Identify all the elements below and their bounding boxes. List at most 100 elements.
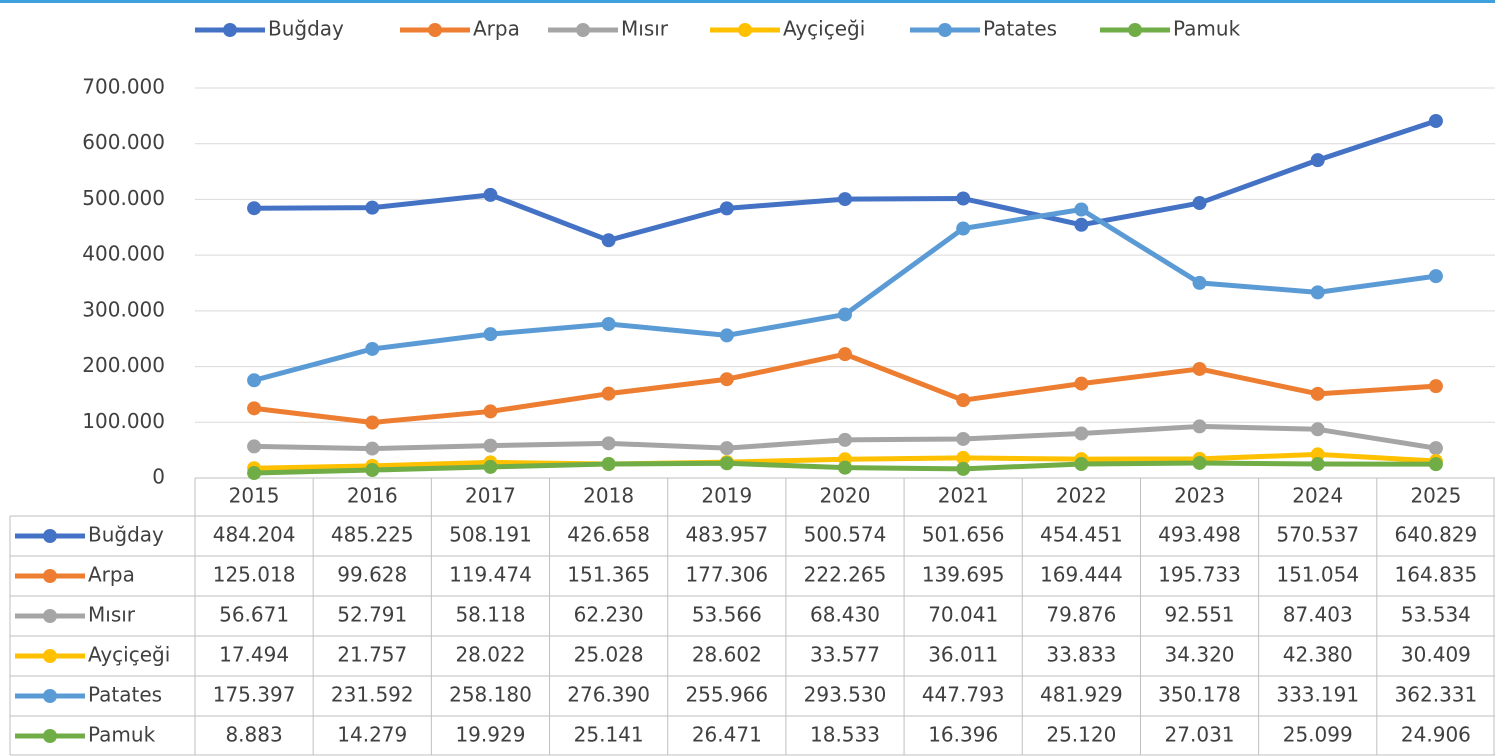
table-cell: 175.397 (213, 683, 296, 707)
x-tick-label: 2017 (465, 484, 516, 508)
table-cell: 24.906 (1401, 723, 1471, 747)
data-point (838, 460, 852, 475)
table-row-label: Pamuk (88, 723, 156, 747)
table-cell: 139.695 (922, 563, 1005, 587)
data-point (956, 191, 971, 206)
table-cell: 485.225 (331, 523, 414, 547)
table-cell: 25.120 (1046, 723, 1116, 747)
table-cell: 70.041 (928, 603, 998, 627)
table-cell: 68.430 (810, 603, 880, 627)
y-tick-label: 600.000 (82, 130, 165, 154)
table-cell: 58.118 (455, 603, 525, 627)
table-cell: 19.929 (455, 723, 525, 747)
x-tick-label: 2024 (1292, 484, 1343, 508)
data-point (956, 393, 971, 408)
table-cell: 151.054 (1276, 563, 1359, 587)
table-cell: 350.178 (1158, 683, 1241, 707)
table-cell: 426.658 (567, 523, 650, 547)
data-point (483, 187, 498, 202)
y-tick-label: 300.000 (82, 297, 165, 321)
x-tick-label: 2019 (701, 484, 752, 508)
data-point (247, 201, 262, 216)
data-point (1310, 386, 1325, 401)
y-tick-label: 200.000 (82, 353, 165, 377)
legend-label: Ayçiçeği (783, 17, 865, 41)
data-point (1074, 457, 1089, 472)
table-cell: 570.537 (1276, 523, 1359, 547)
data-point (838, 347, 852, 362)
table-cell: 362.331 (1395, 683, 1478, 707)
data-point (483, 438, 498, 453)
table-cell: 640.829 (1395, 523, 1478, 547)
table-key-marker (43, 569, 57, 583)
table-cell: 195.733 (1158, 563, 1241, 587)
table-row-label: Ayçiçeği (88, 643, 170, 667)
table-cell: 16.396 (928, 723, 998, 747)
data-point (1428, 457, 1443, 472)
table-cell: 99.628 (337, 563, 407, 587)
table-cell: 14.279 (337, 723, 407, 747)
data-point (601, 233, 616, 248)
data-point (365, 463, 380, 478)
table-key-marker (43, 689, 57, 703)
data-point (601, 317, 616, 332)
data-point (365, 441, 380, 456)
data-point (956, 221, 971, 236)
table-row-label: Patates (88, 683, 162, 707)
data-point (483, 327, 498, 342)
table-cell: 92.551 (1165, 603, 1235, 627)
table-cell: 483.957 (685, 523, 768, 547)
data-point (1074, 217, 1089, 232)
data-point (719, 456, 734, 471)
legend-key-marker (428, 23, 442, 37)
x-tick-label: 2022 (1056, 484, 1107, 508)
table-cell: 28.602 (692, 643, 762, 667)
data-point (719, 441, 734, 456)
data-point (1074, 202, 1089, 217)
table-row-label: Mısır (88, 603, 136, 627)
legend-key-marker (938, 23, 952, 37)
legend-key-marker (576, 23, 590, 37)
table-row-label: Buğday (88, 523, 164, 547)
data-point (247, 401, 262, 416)
y-tick-label: 400.000 (82, 242, 165, 266)
legend-key-marker (738, 23, 752, 37)
data-point (838, 432, 852, 447)
table-cell: 8.883 (225, 723, 282, 747)
data-point (1074, 426, 1089, 441)
table-cell: 119.474 (449, 563, 532, 587)
table-cell: 52.791 (337, 603, 407, 627)
table-cell: 27.031 (1165, 723, 1235, 747)
table-cell: 447.793 (922, 683, 1005, 707)
x-tick-label: 2016 (347, 484, 398, 508)
data-point (601, 456, 616, 471)
data-point (1428, 113, 1443, 128)
data-point (1310, 457, 1325, 472)
series-line (253, 351, 1437, 425)
data-point (601, 386, 616, 401)
table-cell: 79.876 (1046, 603, 1116, 627)
data-point (247, 439, 262, 454)
x-tick-label: 2020 (820, 484, 871, 508)
table-cell: 33.833 (1046, 643, 1116, 667)
table-cell: 293.530 (804, 683, 887, 707)
table-cell: 87.403 (1283, 603, 1353, 627)
table-key-marker (43, 529, 57, 543)
data-point (956, 450, 971, 465)
table-cell: 481.929 (1040, 683, 1123, 707)
table-cell: 25.099 (1283, 723, 1353, 747)
data-point (956, 461, 971, 476)
table-cell: 333.191 (1276, 683, 1359, 707)
table-cell: 53.566 (692, 603, 762, 627)
data-point (1428, 379, 1443, 394)
table-cell: 21.757 (337, 643, 407, 667)
table-cell: 151.365 (567, 563, 650, 587)
table-cell: 169.444 (1040, 563, 1123, 587)
table-cell: 500.574 (804, 523, 887, 547)
data-point (247, 466, 262, 481)
data-point (1192, 419, 1207, 434)
table-cell: 177.306 (685, 563, 768, 587)
data-point (483, 404, 498, 419)
data-point (1074, 376, 1089, 391)
data-point (1192, 275, 1207, 290)
